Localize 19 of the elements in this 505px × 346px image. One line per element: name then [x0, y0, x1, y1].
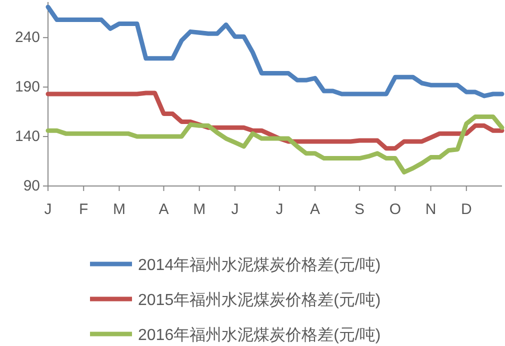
x-tick-label: J [44, 201, 52, 218]
legend-label: 2015年福州水泥煤炭价格差(元/吨) [138, 291, 381, 309]
x-tick-label: O [389, 201, 402, 218]
y-tick-label: 90 [23, 178, 40, 194]
x-tick-label: A [158, 201, 169, 218]
y-tick-label: 190 [14, 78, 40, 96]
x-tick-label: D [460, 201, 472, 218]
legend-label: 2014年福州水泥煤炭价格差(元/吨) [138, 256, 381, 274]
y-tick-label: 240 [14, 29, 40, 46]
x-tick-label: M [112, 201, 126, 218]
x-tick-label: M [193, 201, 206, 218]
x-tick-label: J [276, 201, 284, 218]
y-tick-label: 140 [14, 128, 40, 146]
x-tick-label: N [425, 201, 436, 218]
x-tick-label: A [310, 201, 320, 218]
x-tick-label: F [79, 201, 88, 218]
x-tick-label: S [354, 201, 365, 218]
x-tick-label: J [231, 201, 239, 218]
legend-label: 2016年福州水泥煤炭价格差(元/吨) [138, 326, 381, 344]
